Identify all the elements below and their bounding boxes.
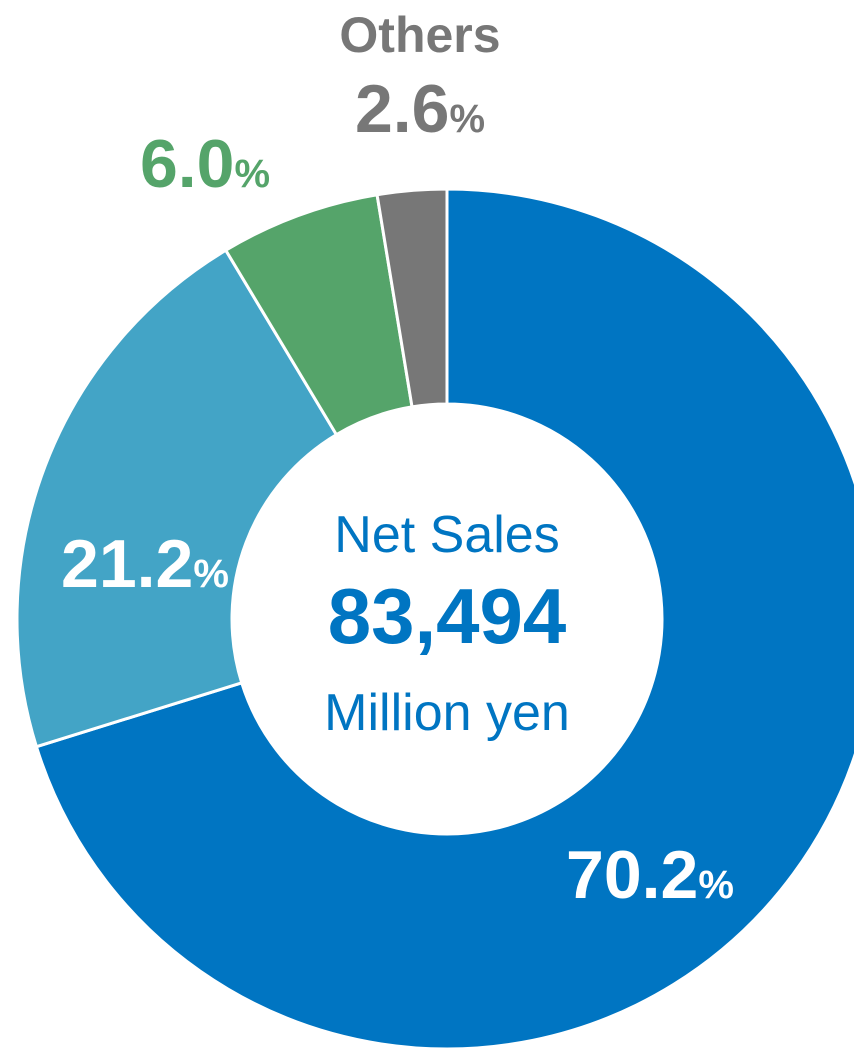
value-label: 6.0% xyxy=(140,126,270,202)
center-title: Net Sales xyxy=(334,506,559,564)
category-label: Others xyxy=(339,7,500,63)
center-value: 83,494 xyxy=(328,572,567,660)
value-label: 2.6% xyxy=(355,71,485,147)
value-label: 21.2% xyxy=(61,526,229,602)
donut xyxy=(15,187,854,1048)
donut-segment xyxy=(34,187,854,1048)
donut-segment xyxy=(15,248,339,749)
value-label: 70.2% xyxy=(566,837,734,913)
donut-segment xyxy=(375,187,449,409)
center-unit: Million yen xyxy=(324,684,570,742)
